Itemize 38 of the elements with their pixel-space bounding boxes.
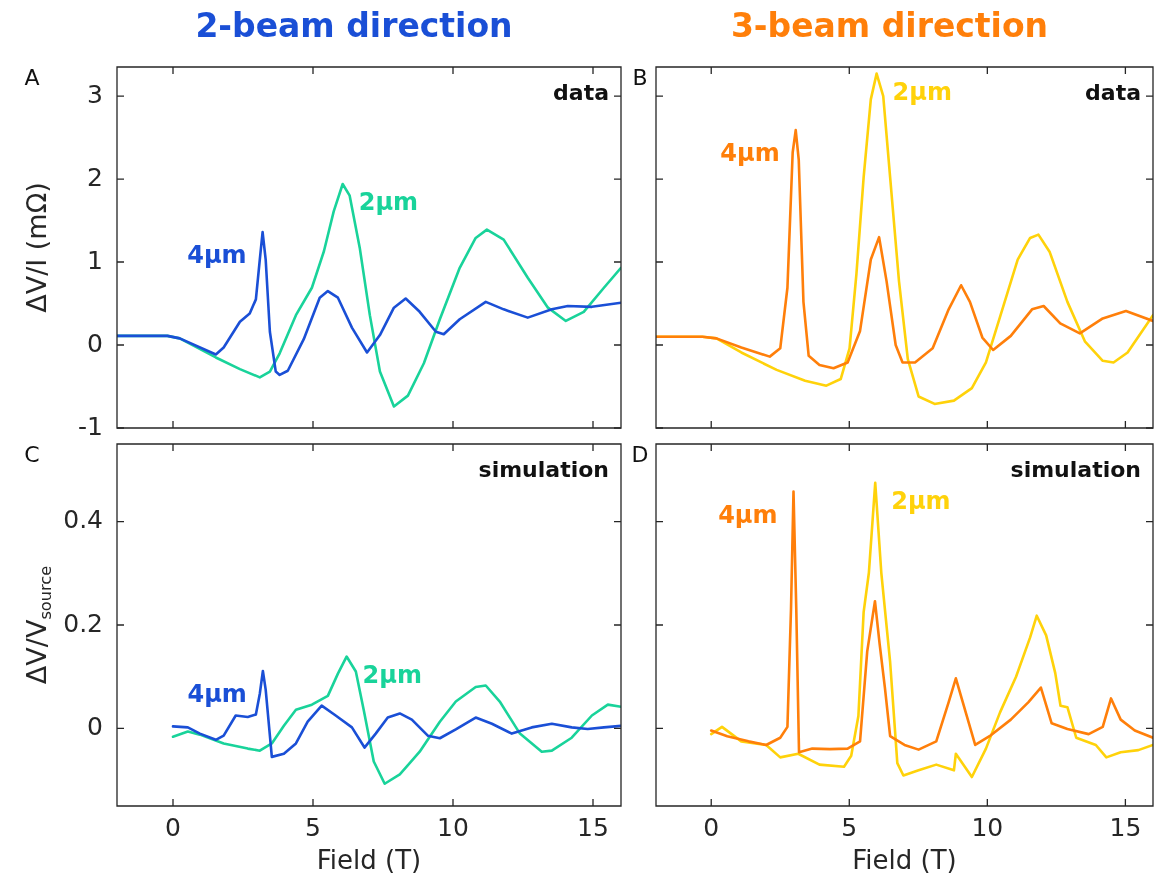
series-label: 4μm [720,139,780,168]
y-tick-label: -1 [78,411,103,441]
x-tick-label: 15 [1109,812,1142,842]
series-label: 2μm [358,188,419,217]
x-tick-label: 10 [437,812,469,842]
y-axis-title: ΔV/Vsource [21,565,56,685]
y-tick-label: 2 [87,162,103,192]
annotation: simulation [478,456,609,482]
x-tick-label: 0 [165,812,181,842]
x-tick-label: 10 [971,812,1004,842]
y-tick-label: 0 [87,328,103,358]
series-label: 4μm [187,241,247,270]
y-tick-label: 0 [87,711,103,741]
x-tick-label: 5 [305,812,321,842]
x-tick-label: 15 [577,812,609,842]
series-label: 4μm [187,680,247,709]
text: D [631,441,649,467]
annotation: data [553,79,609,105]
y-tick-label: 0.2 [63,608,103,638]
y-tick-label: 1 [87,245,103,275]
x-axis-title: Field (T) [852,845,957,876]
text: A [24,64,40,90]
y-axis-title: ΔV/I (mΩ) [21,182,53,313]
series-label: 2μm [362,660,422,689]
annotation: simulation [1010,456,1141,482]
series-label: 4μm [718,500,778,529]
annotation: data [1085,79,1141,105]
y-tick-label: 3 [87,79,103,109]
chart-title: 2-beam direction [195,5,513,45]
chart-title: 3-beam direction [730,5,1049,45]
y-tick-label: 0.4 [63,505,103,535]
x-tick-label: 5 [841,812,858,842]
series-label: 2μm [891,487,951,516]
text: C [24,441,40,467]
x-tick-label: 0 [703,812,720,842]
text: B [632,64,648,90]
x-axis-title: Field (T) [316,845,422,876]
series-label: 2μm [892,77,952,106]
